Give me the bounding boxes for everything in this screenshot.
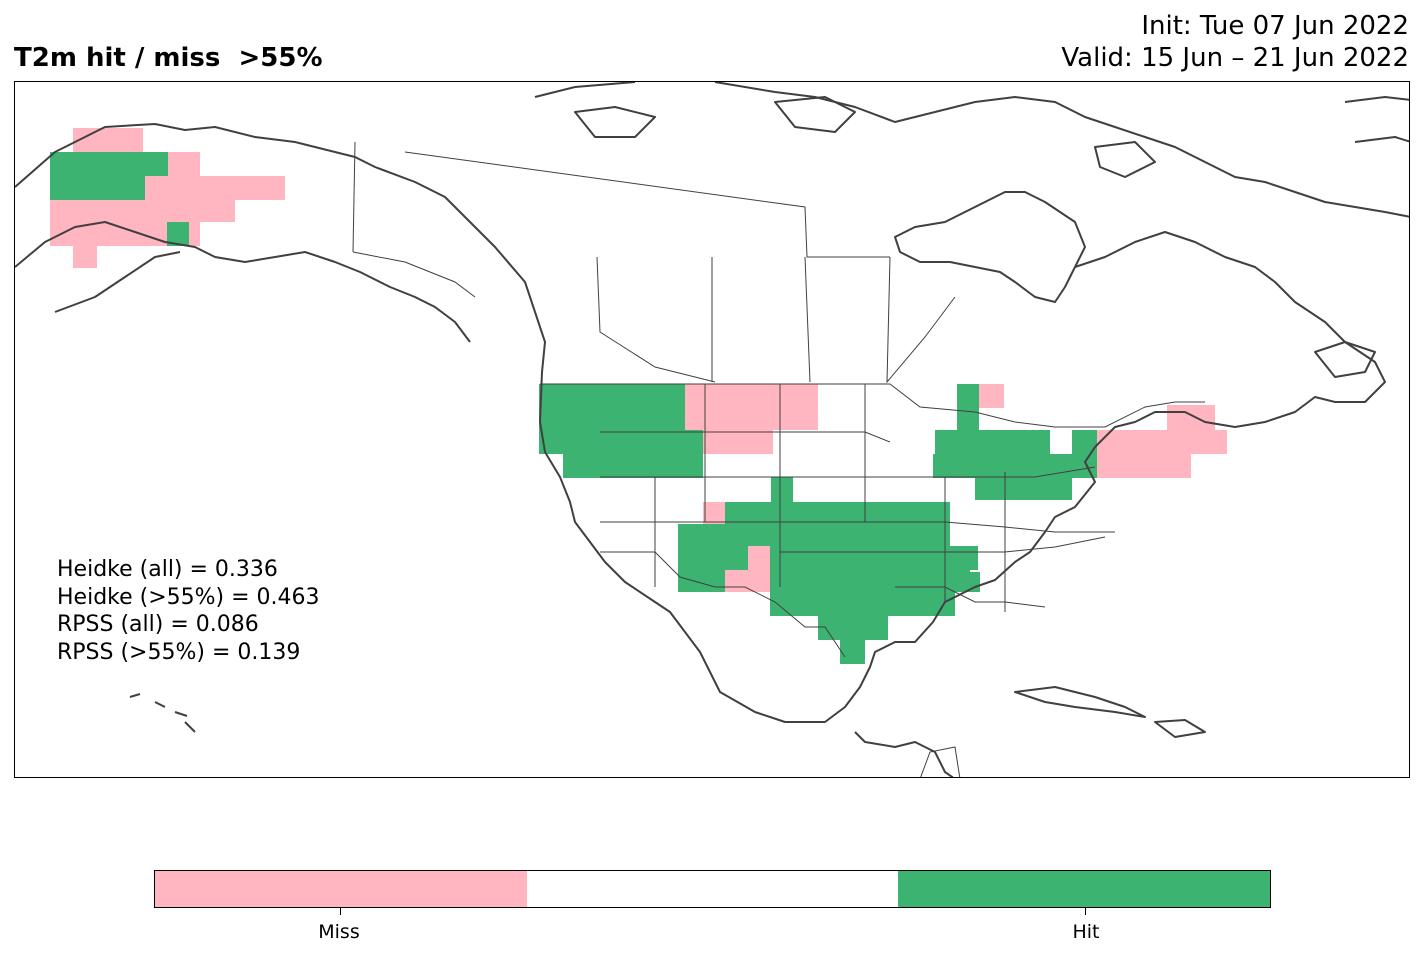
hit-cell — [955, 572, 980, 592]
hit-cell — [657, 384, 685, 430]
miss-cell — [703, 502, 725, 524]
border-bc-ab — [596, 256, 716, 383]
miss-cell — [1167, 405, 1215, 430]
miss-cell — [73, 128, 143, 152]
heidke-55: Heidke (>55%) = 0.463 — [57, 584, 320, 610]
border-alaska-canada — [352, 141, 356, 253]
coastline-labrador — [1074, 231, 1386, 448]
hit-cell — [678, 570, 970, 592]
grid-cells — [50, 128, 1227, 664]
colorbar-hit-segment — [898, 871, 1271, 907]
border-us-mexico — [600, 551, 846, 658]
coastline-alaska-south — [54, 251, 181, 313]
central-america — [920, 746, 961, 777]
coastline-islands-1 — [574, 106, 656, 138]
border-yukon — [352, 251, 476, 298]
border-mb-on — [886, 256, 956, 384]
coastline-islands-2 — [774, 96, 856, 133]
hit-cell — [50, 152, 168, 176]
border-states-6 — [895, 586, 1046, 608]
coastline-alaska-west — [15, 221, 471, 343]
border-sk-mb — [804, 256, 811, 383]
hit-cell — [563, 454, 703, 478]
colorbar-tick-hit — [1085, 908, 1086, 915]
hit-cell — [678, 546, 978, 570]
border-us-canada — [540, 383, 1205, 428]
heidke-all: Heidke (all) = 0.336 — [57, 557, 278, 582]
border-states-4 — [654, 384, 1006, 612]
colorbar — [154, 870, 1271, 908]
hit-cell — [50, 176, 145, 200]
hit-cell — [167, 222, 189, 246]
coastline-hudson — [894, 191, 1086, 303]
miss-cell — [703, 430, 773, 454]
coastline-gulf — [854, 731, 954, 777]
miss-cell — [979, 384, 1004, 408]
chart-title: T2m hit / miss >55% — [14, 43, 323, 73]
rpss-55: RPSS (>55%) = 0.139 — [57, 639, 301, 665]
hit-cell — [678, 524, 950, 546]
border-states-5 — [780, 536, 1106, 553]
colorbar-label-hit: Hit — [1072, 921, 1100, 943]
coastline-newfoundland — [1314, 341, 1376, 378]
hit-cell — [933, 454, 1098, 478]
map-svg — [15, 82, 1409, 777]
hit-cell — [539, 430, 704, 454]
coastline-islands-3 — [1094, 141, 1156, 178]
coastline-hawaii — [129, 693, 196, 733]
hit-cell — [539, 384, 657, 430]
political-borders — [352, 141, 1205, 658]
miss-cell — [50, 200, 235, 222]
map-panel — [14, 81, 1410, 778]
skill-scores: Heidke (all) = 0.336 Heidke (>55%) = 0.4… — [57, 556, 320, 666]
colorbar-tick-miss — [340, 908, 341, 915]
init-date: Init: Tue 07 Jun 2022 — [1141, 11, 1409, 41]
border-nwt — [404, 151, 890, 258]
colorbar-label-miss: Miss — [318, 921, 360, 943]
miss-cell — [1097, 454, 1167, 478]
hit-cell — [935, 430, 1050, 454]
colorbar-miss-segment — [155, 871, 527, 907]
rpss-all: RPSS (all) = 0.086 — [57, 612, 259, 637]
border-states-1 — [600, 431, 891, 443]
coastline-hispaniola — [1154, 719, 1206, 738]
coastline-greenland — [1344, 96, 1409, 143]
miss-cell — [1191, 430, 1215, 454]
hit-cell — [840, 640, 865, 664]
hit-cell — [975, 478, 1072, 500]
coastline-alaska — [15, 123, 1096, 723]
valid-range: Valid: 15 Jun – 21 Jun 2022 — [1061, 43, 1409, 73]
miss-cell — [783, 384, 818, 430]
miss-cell — [73, 246, 97, 268]
hit-cell — [725, 502, 950, 524]
hit-cell — [771, 477, 793, 502]
coastlines — [15, 82, 1409, 777]
coastline-arctic — [534, 82, 1409, 218]
hit-cell — [1072, 430, 1097, 478]
hit-cell — [818, 616, 888, 640]
miss-cell — [1167, 454, 1191, 478]
hit-cell — [957, 384, 979, 430]
coastline-cuba — [1014, 686, 1146, 718]
date-info: Init: Tue 07 Jun 2022 Valid: 15 Jun – 21… — [1061, 10, 1409, 74]
hit-cell — [770, 592, 955, 616]
miss-cell — [748, 546, 770, 570]
colorbar-neutral-segment — [526, 871, 899, 907]
